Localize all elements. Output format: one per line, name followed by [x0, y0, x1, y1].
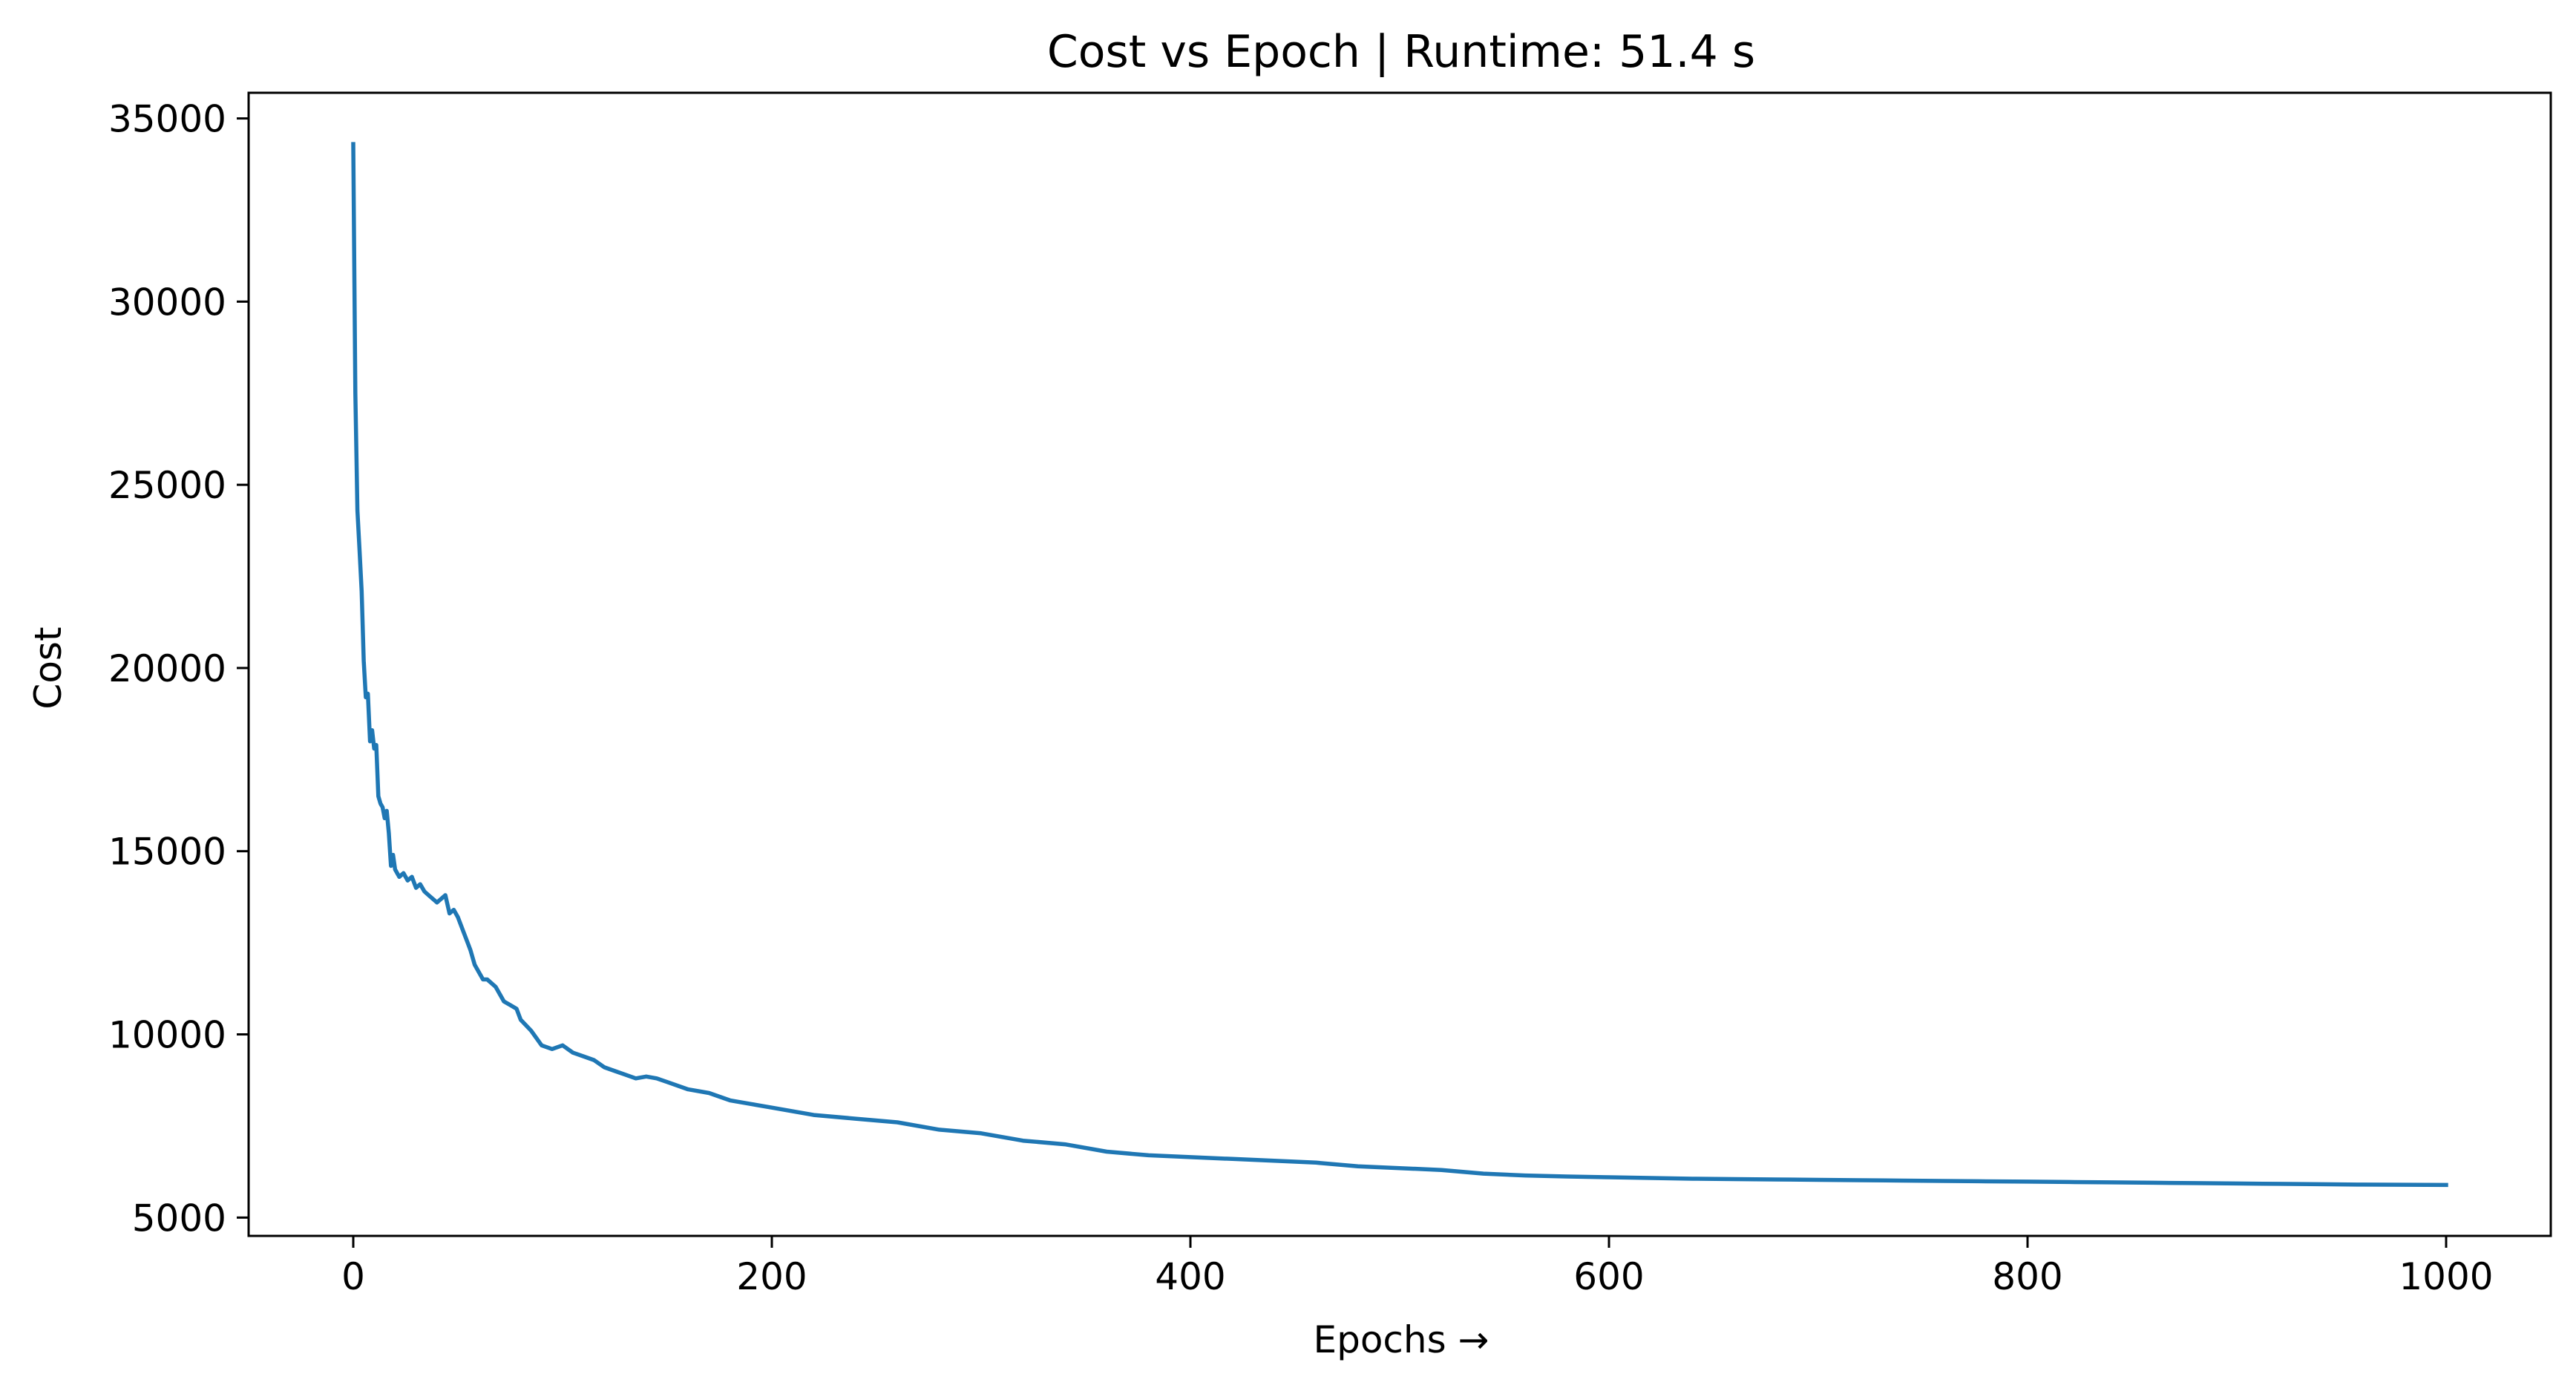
x-tick-label: 1000 — [2399, 1255, 2493, 1298]
cost-series-line — [351, 142, 2448, 1188]
y-tick-label: 15000 — [108, 831, 226, 874]
y-tick-label: 25000 — [108, 464, 226, 507]
y-tick-label: 5000 — [132, 1197, 226, 1240]
x-tick-label: 600 — [1573, 1255, 1644, 1298]
chart-title: Cost vs Epoch | Runtime: 51.4 s — [1047, 26, 1755, 78]
plot-area: 0 200 400 600 800 1000 5000 10000 15000 20000 2500… — [108, 91, 2552, 1298]
y-tick-label: 30000 — [108, 281, 226, 324]
y-tick-label: 35000 — [108, 98, 226, 141]
y-tick-label: 20000 — [108, 647, 226, 690]
x-tick-label: 800 — [1992, 1255, 2062, 1298]
x-axis-label: Epochs → — [1314, 1318, 1489, 1361]
y-axis-label: Cost — [27, 626, 70, 709]
axes-frame — [247, 91, 2552, 1237]
x-tick-label: 0 — [341, 1255, 365, 1298]
y-tick-label: 10000 — [108, 1014, 226, 1057]
x-tick-label: 400 — [1155, 1255, 1225, 1298]
x-tick-label: 200 — [736, 1255, 807, 1298]
